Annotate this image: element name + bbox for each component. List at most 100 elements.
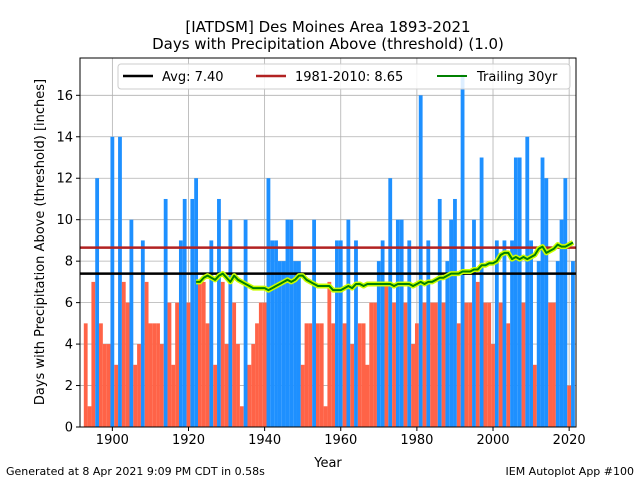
bar [327,281,332,427]
bar [380,240,385,427]
footer-app-text: IEM Autoplot App #100 [505,465,635,478]
bar [525,136,530,427]
bar [232,302,237,427]
bar [205,323,210,427]
bar [125,302,130,427]
bar [506,323,511,427]
bar [133,364,138,427]
bar [312,219,317,427]
bar [91,281,96,427]
bar [194,178,199,427]
bar [296,261,301,427]
x-tick-label: 1960 [324,433,357,448]
bar [468,302,473,427]
bar [110,136,115,427]
bar [304,323,309,427]
legend-label-trailing: Trailing 30yr [476,70,558,85]
bar [323,406,328,427]
bar [460,74,465,427]
bar [540,157,545,427]
bar [369,302,374,427]
bars [83,74,575,427]
bar [555,261,560,427]
bar [87,406,92,427]
bar [163,198,168,427]
bar [281,261,286,427]
bar [308,323,313,427]
bar [300,364,305,427]
bar [293,261,297,427]
bar [445,261,450,427]
bar [159,344,164,427]
x-tick-label: 2000 [476,433,509,448]
bar [156,323,160,427]
bar [395,219,400,427]
trailing-30yr-line [196,241,574,292]
bar [289,219,294,427]
y-tick-label: 14 [56,130,73,145]
bar [213,364,218,427]
bar [335,240,339,427]
bar [571,261,575,427]
gridlines [80,58,576,428]
legend-label-normal: 1981-2010: 8.65 [295,70,403,85]
bar [376,261,381,427]
bar [494,240,499,427]
bar [255,323,259,427]
bar [338,240,343,427]
bar [228,219,233,427]
bar [563,178,568,427]
chart-subtitle: Days with Precipitation Above (threshold… [152,35,504,53]
bar [361,323,366,427]
bar [83,323,88,427]
bar [190,198,195,427]
bar [548,302,553,427]
bar [262,302,267,427]
bar [102,344,107,427]
bar [316,323,320,427]
bar [224,344,229,427]
bar [239,406,244,427]
bar [171,364,176,427]
bar [319,323,324,427]
bar [121,281,126,427]
x-tick-label: 2020 [553,433,586,448]
bar [331,323,336,427]
bar [418,95,423,427]
bar [243,219,248,427]
y-tick-label: 12 [56,172,73,187]
bar [483,302,488,427]
bar [479,157,484,427]
bar [118,136,122,427]
bar [277,261,282,427]
bar [152,323,157,427]
bar [513,157,518,427]
y-tick-label: 4 [65,338,73,353]
bar [114,364,119,427]
bar [217,198,221,427]
bar [220,281,225,427]
bar [357,323,362,427]
y-tick-label: 16 [56,89,73,104]
axis-ticks: 1900 1920 1940 1960 1980 2000 2020 0 2 4 6 8 10 12 14 1… [56,89,585,448]
bar [552,302,556,427]
legend: Avg: 7.40 1981-2010: 8.65 Trailing 30yr [117,63,571,90]
chart-title: [IATDSM] Des Moines Area 1893-2021 [185,18,470,36]
bar [464,302,469,427]
legend-box [117,63,571,90]
bar [517,157,522,427]
y-tick-label: 8 [65,255,73,270]
bar [502,240,507,427]
bar [167,302,172,427]
bar [148,323,153,427]
bar [399,219,404,427]
bar [365,364,370,427]
bar [403,302,408,427]
y-axis-label: Days with Precipitation Above (threshold… [33,79,48,405]
bar [407,240,412,427]
bar [99,323,103,427]
bar [441,302,446,427]
bar [258,302,263,427]
bar [532,364,537,427]
